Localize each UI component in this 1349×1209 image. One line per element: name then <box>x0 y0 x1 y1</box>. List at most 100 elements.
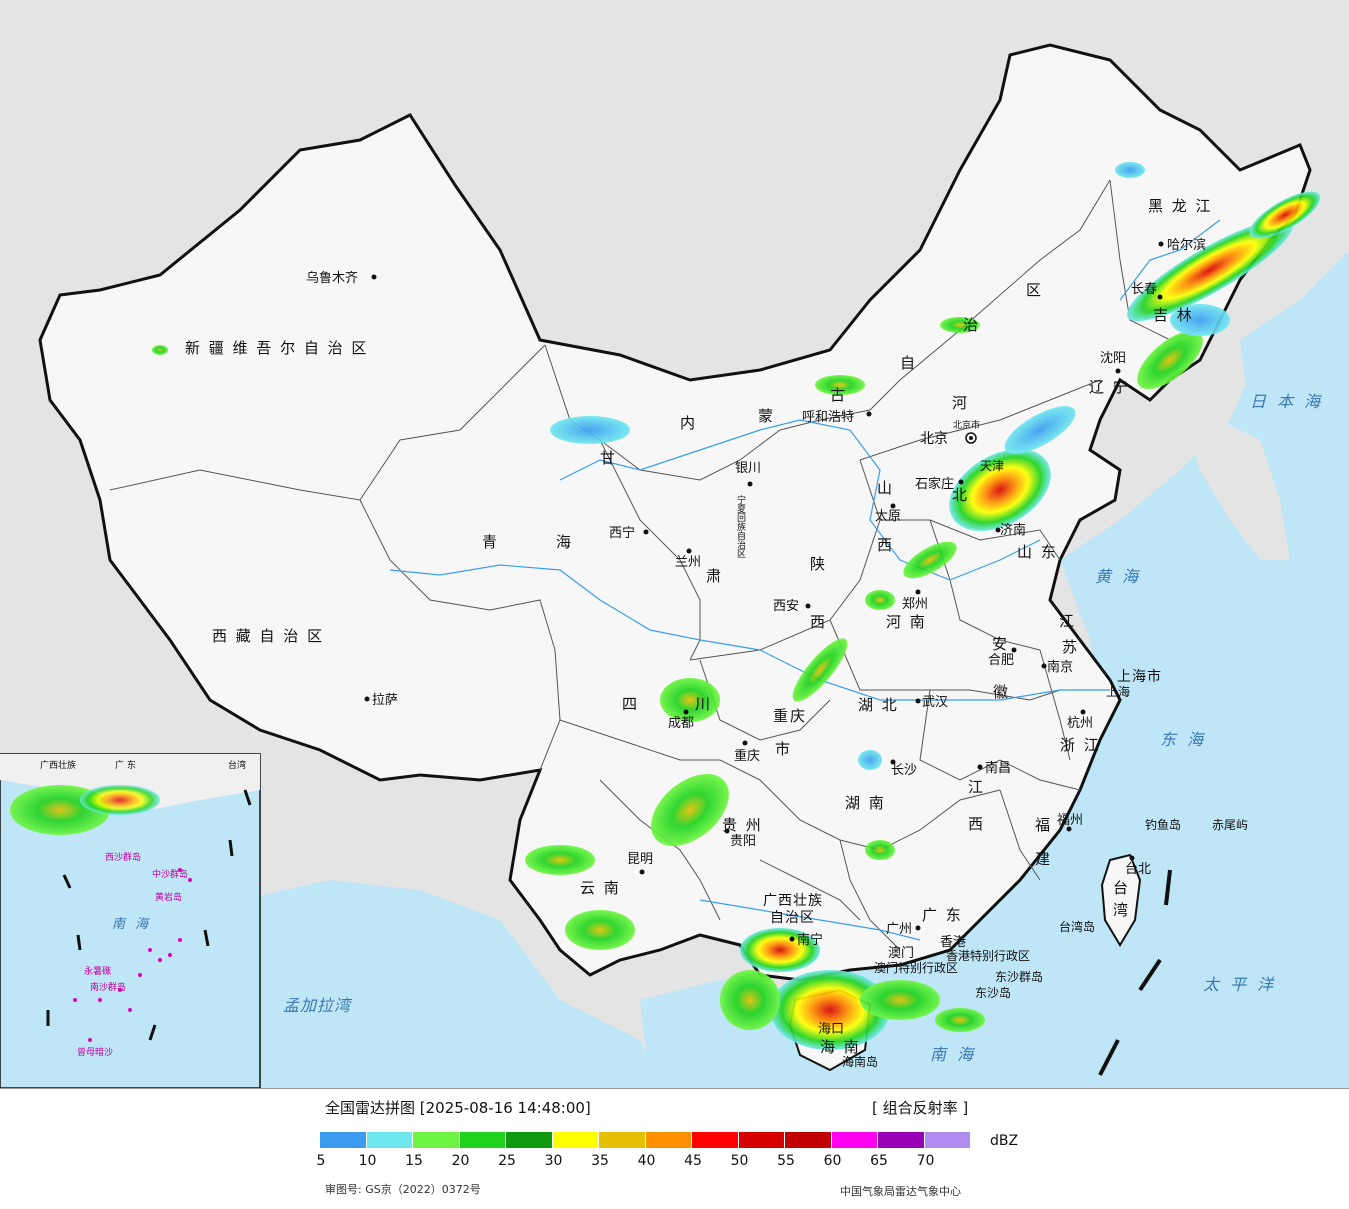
label-taiwan-b: 湾 <box>1113 901 1130 919</box>
city-dot-shijiazhuang <box>958 479 964 485</box>
label-jinan: 济南 <box>1000 522 1026 538</box>
label-haerbin: 哈尔滨 <box>1167 237 1206 253</box>
label-sichuan-b: 川 <box>695 695 712 713</box>
label-macau: 澳门 <box>888 945 914 961</box>
label-xinjiang: 新 疆 维 吾 尔 自 治 区 <box>185 339 368 357</box>
label-hebei-a: 河 <box>952 394 969 412</box>
label-hainan-island: 海南岛 <box>842 1054 878 1069</box>
label-taiyuan: 太原 <box>875 509 901 524</box>
label-xizang: 西 藏 自 治 区 <box>212 627 324 645</box>
label-hongkong: 香港 <box>940 935 966 950</box>
china-mainland <box>38 43 1312 982</box>
label-taiwan-island: 台湾岛 <box>1059 919 1095 934</box>
label-inset-guangxi: 广西壮族 <box>40 759 76 771</box>
legend-tick: 15 <box>405 1153 423 1169</box>
legend-tick: 65 <box>870 1153 888 1169</box>
label-lasa: 拉萨 <box>372 693 398 708</box>
label-urumqi: 乌鲁木齐 <box>306 270 358 286</box>
label-chengdu: 成都 <box>668 716 694 731</box>
label-shaanxi-b: 西 <box>810 613 827 631</box>
city-dot-haerbin <box>1158 241 1164 247</box>
label-zhejiang: 浙 江 <box>1060 736 1101 754</box>
legend-tick: 40 <box>637 1153 656 1169</box>
label-dongsha: 东沙群岛 <box>995 969 1043 984</box>
city-dot-zhengzhou <box>915 589 921 595</box>
label-neimeng-5: 治 <box>963 316 980 334</box>
label-hefei: 合肥 <box>988 653 1014 668</box>
city-dot-yinchuan <box>747 481 753 487</box>
map-canvas: 新 疆 维 吾 尔 自 治 区 乌鲁木齐 西 藏 自 治 区 拉萨 青 海 西宁… <box>0 0 1349 1088</box>
label-macau-region: 澳门特别行政区 <box>874 960 958 975</box>
label-inset-guangdong: 广 东 <box>115 759 136 771</box>
legend-tick: 70 <box>916 1153 935 1169</box>
label-heilongjiang: 黑 龙 江 <box>1148 197 1213 215</box>
label-qinghai-a: 青 <box>482 533 499 551</box>
label-xining: 西宁 <box>609 525 635 541</box>
label-shanghai: 上海市 <box>1117 668 1162 685</box>
label-beijingshi: 北京市 <box>953 419 980 431</box>
legend-swatch <box>831 1132 877 1148</box>
bay-of-bengal <box>240 880 660 1088</box>
label-chongqing-b: 市 <box>775 740 792 758</box>
label-jilin: 吉 林 <box>1153 306 1194 324</box>
label-inset-huangyan: 黄岩岛 <box>155 891 182 903</box>
label-sichuan-a: 四 <box>622 695 639 713</box>
map-title: 全国雷达拼图 [2025-08-16 14:48:00] <box>325 1099 591 1117</box>
legend-panel: 全国雷达拼图 [2025-08-16 14:48:00] [ 组合反射率 ] d… <box>0 1088 1349 1209</box>
label-diaoyu: 钓鱼岛 <box>1145 817 1181 832</box>
legend-ticks: 5 10 15 20 25 30 35 40 45 50 55 60 65 70 <box>0 1153 1349 1171</box>
label-haikou: 海口 <box>818 1022 844 1037</box>
legend-swatch <box>320 1132 366 1148</box>
legend-swatch <box>506 1132 552 1148</box>
label-jiangsu-b: 苏 <box>1062 638 1079 656</box>
label-nanhai: 南 海 <box>930 1045 976 1064</box>
label-qinghai-b: 海 <box>556 533 573 551</box>
label-neimeng-1: 内 <box>680 414 697 432</box>
label-liaoning: 辽 宁 <box>1089 378 1130 396</box>
legend-tick: 45 <box>684 1153 702 1169</box>
label-zhengzhou: 郑州 <box>902 597 928 612</box>
label-shandong: 山 东 <box>1017 543 1058 561</box>
label-changchun: 长春 <box>1131 282 1157 297</box>
city-dot-xian <box>805 603 811 609</box>
label-shanxi-b: 西 <box>877 536 894 554</box>
legend-swatch <box>738 1132 784 1148</box>
label-taiwan-a: 台 <box>1113 879 1130 897</box>
label-guangxi-a: 广西壮族 <box>763 893 823 909</box>
label-hubei: 湖 北 <box>858 696 899 714</box>
city-dot-taibei <box>1129 855 1135 861</box>
label-kunming: 昆明 <box>627 852 653 867</box>
city-dot-wuhan <box>915 698 921 704</box>
label-anhui-b: 徽 <box>993 683 1010 701</box>
legend-swatch <box>413 1132 459 1148</box>
label-neimeng-3: 古 <box>830 386 847 404</box>
legend-tick: 10 <box>358 1153 377 1169</box>
city-dot-shenyang <box>1115 368 1121 374</box>
legend-swatch <box>785 1132 831 1148</box>
city-dot-changsha <box>890 759 896 765</box>
legend-tick: 20 <box>451 1153 470 1169</box>
legend-tick: 60 <box>823 1153 842 1169</box>
label-xian: 西安 <box>773 599 799 614</box>
capital-dot <box>969 436 973 440</box>
label-guangzhou: 广州 <box>886 922 912 937</box>
label-ribenhai: 日 本 海 <box>1250 392 1323 411</box>
label-fujian-b: 建 <box>1035 850 1052 868</box>
label-hunan: 湖 南 <box>845 794 886 812</box>
city-dot-hefei <box>1011 647 1017 653</box>
product-type: [ 组合反射率 ] <box>872 1099 969 1117</box>
city-dot-nanjing <box>1041 663 1047 669</box>
capital-icon <box>965 432 977 444</box>
label-hangzhou: 杭州 <box>1067 716 1093 731</box>
label-yunnan: 云 南 <box>580 879 621 897</box>
label-dongsha-island: 东沙岛 <box>975 985 1011 1000</box>
city-dot-lasa <box>364 696 370 702</box>
label-guangdong: 广 东 <box>922 906 963 924</box>
legend-swatch <box>878 1132 924 1148</box>
city-dot-guangzhou <box>915 925 921 931</box>
legend-swatch <box>599 1132 645 1148</box>
legend-swatch <box>366 1132 412 1148</box>
city-dot-nanning <box>789 936 795 942</box>
city-dot-fuzhou <box>1066 826 1072 832</box>
label-chongqing-a: 重庆 <box>773 707 807 725</box>
